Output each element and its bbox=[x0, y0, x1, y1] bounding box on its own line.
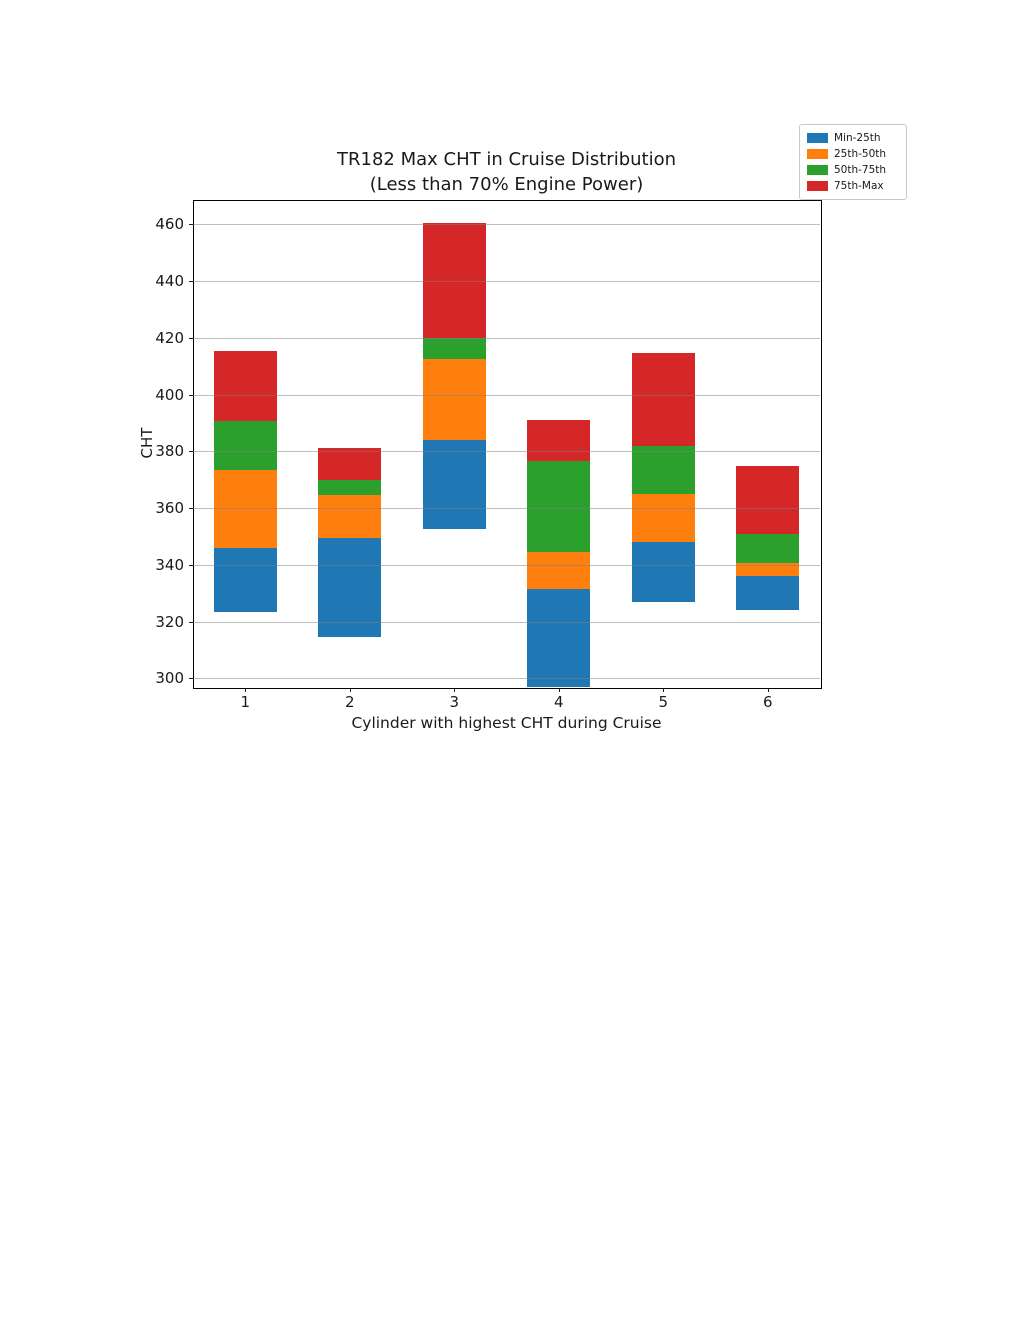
bar-cyl3-50th-75th bbox=[422, 337, 486, 360]
bar-cyl1-75th-max bbox=[213, 350, 277, 422]
x-tick-label-2: 2 bbox=[344, 693, 355, 711]
bar-cyl6-min-25th bbox=[736, 576, 800, 611]
x-tick-label-1: 1 bbox=[240, 693, 251, 711]
bar-cyl6-75th-max bbox=[736, 465, 800, 534]
bar-cyl3-75th-max bbox=[422, 222, 486, 338]
gridline-y-300 bbox=[193, 678, 820, 680]
bar-cyl1-min-25th bbox=[213, 547, 277, 612]
y-tick-label-380: 380 bbox=[155, 442, 184, 461]
legend-item-25th-50th: 25th-50th bbox=[807, 146, 899, 162]
gridline-y-420 bbox=[193, 337, 820, 339]
x-tick-mark-3 bbox=[454, 688, 456, 692]
legend-swatch-icon bbox=[807, 165, 828, 175]
y-tick-label-400: 400 bbox=[155, 385, 184, 404]
y-tick-label-320: 320 bbox=[155, 612, 184, 631]
x-tick-mark-6 bbox=[767, 688, 769, 692]
gridline-y-400 bbox=[193, 394, 820, 396]
gridline-y-340 bbox=[193, 564, 820, 566]
legend-item-label: 75th-Max bbox=[834, 180, 884, 192]
x-tick-label-6: 6 bbox=[762, 693, 773, 711]
bar-cyl1-50th-75th bbox=[213, 421, 277, 470]
bar-cyl4-25th-50th bbox=[527, 552, 591, 590]
legend-swatch-icon bbox=[807, 133, 828, 143]
legend-item-75th-max: 75th-Max bbox=[807, 178, 899, 194]
bar-cyl5-50th-75th bbox=[631, 445, 695, 494]
legend-item-min-25th: Min-25th bbox=[807, 130, 899, 146]
bar-cyl5-75th-max bbox=[631, 353, 695, 446]
y-tick-mark-420 bbox=[189, 337, 193, 339]
x-tick-label-4: 4 bbox=[553, 693, 564, 711]
x-tick-label-5: 5 bbox=[658, 693, 669, 711]
bar-cyl5-min-25th bbox=[631, 542, 695, 602]
y-tick-mark-320 bbox=[189, 621, 193, 623]
gridline-y-320 bbox=[193, 621, 820, 623]
gridline-y-380 bbox=[193, 451, 820, 453]
plot-area bbox=[193, 200, 822, 689]
y-tick-mark-460 bbox=[189, 224, 193, 226]
bar-cyl6-50th-75th bbox=[736, 533, 800, 564]
x-tick-label-3: 3 bbox=[449, 693, 460, 711]
x-tick-mark-5 bbox=[663, 688, 665, 692]
bar-cyl3-min-25th bbox=[422, 439, 486, 530]
y-tick-label-300: 300 bbox=[155, 669, 184, 688]
x-tick-mark-2 bbox=[349, 688, 351, 692]
bar-cyl2-75th-max bbox=[318, 448, 382, 480]
y-tick-label-420: 420 bbox=[155, 328, 184, 347]
y-tick-label-440: 440 bbox=[155, 271, 184, 290]
bar-cyl6-25th-50th bbox=[736, 563, 800, 577]
bar-cyl3-25th-50th bbox=[422, 359, 486, 440]
bar-cyl4-min-25th bbox=[527, 589, 591, 687]
legend-item-label: 50th-75th bbox=[834, 164, 887, 176]
y-tick-mark-440 bbox=[189, 280, 193, 282]
y-tick-label-460: 460 bbox=[155, 215, 184, 234]
gridline-y-440 bbox=[193, 280, 820, 282]
chart-title: TR182 Max CHT in Cruise Distribution bbox=[336, 149, 677, 170]
legend-swatch-icon bbox=[807, 149, 828, 159]
gridline-y-460 bbox=[193, 224, 820, 226]
x-axis-label: Cylinder with highest CHT during Cruise bbox=[351, 714, 662, 732]
legend-item-50th-75th: 50th-75th bbox=[807, 162, 899, 178]
y-tick-mark-360 bbox=[189, 508, 193, 510]
legend-item-label: 25th-50th bbox=[834, 148, 887, 160]
legend: Min-25th 25th-50th 50th-75th 75th-Max bbox=[799, 124, 907, 200]
y-tick-label-360: 360 bbox=[155, 499, 184, 518]
bar-cyl4-50th-75th bbox=[527, 461, 591, 553]
y-tick-label-340: 340 bbox=[155, 555, 184, 574]
y-tick-mark-340 bbox=[189, 564, 193, 566]
legend-item-label: Min-25th bbox=[834, 132, 881, 144]
bar-cyl4-75th-max bbox=[527, 420, 591, 462]
y-tick-mark-380 bbox=[189, 451, 193, 453]
x-tick-mark-4 bbox=[558, 688, 560, 692]
y-tick-mark-300 bbox=[189, 678, 193, 680]
gridline-y-360 bbox=[193, 508, 820, 510]
legend-swatch-icon bbox=[807, 181, 828, 191]
bar-cyl2-50th-75th bbox=[318, 479, 382, 496]
bar-cyl2-min-25th bbox=[318, 537, 382, 638]
bar-cyl2-25th-50th bbox=[318, 495, 382, 538]
y-tick-mark-400 bbox=[189, 394, 193, 396]
chart-subtitle: (Less than 70% Engine Power) bbox=[369, 174, 644, 195]
x-tick-mark-1 bbox=[245, 688, 247, 692]
bar-cyl5-25th-50th bbox=[631, 493, 695, 543]
